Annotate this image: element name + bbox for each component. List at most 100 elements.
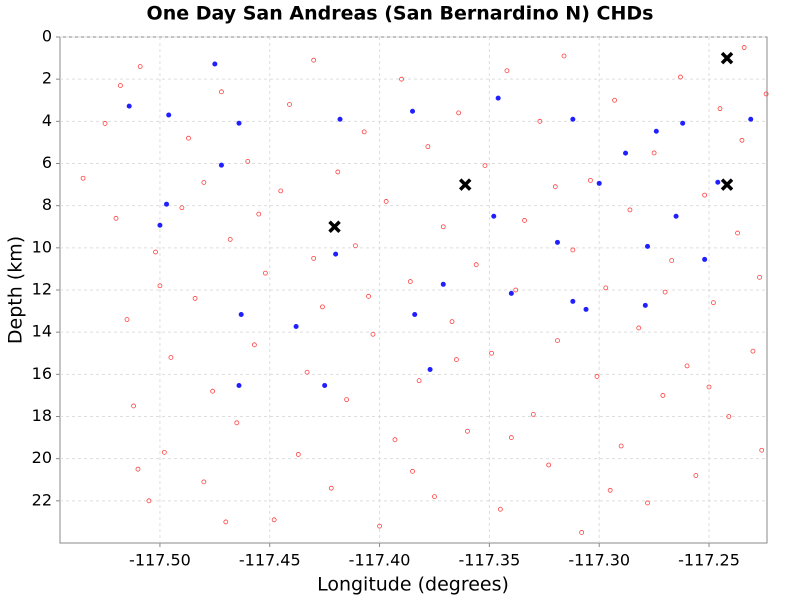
point [660, 393, 666, 398]
y-tick-label: 20 [32, 448, 52, 467]
point [192, 296, 198, 301]
point [425, 144, 431, 150]
point [153, 249, 158, 255]
point [168, 355, 174, 360]
point [427, 366, 433, 372]
point [311, 57, 317, 63]
y-tick-label: 14 [32, 322, 52, 341]
point [271, 517, 277, 523]
x-tick-label: -117.50 [129, 551, 191, 570]
y-tick-label: 22 [32, 490, 52, 509]
point [328, 485, 334, 491]
point [726, 414, 732, 419]
x-axis-label: Longitude (degrees) [317, 574, 509, 596]
point [555, 338, 560, 344]
point [186, 135, 191, 141]
point [508, 435, 514, 440]
point [715, 179, 721, 185]
y-tick-label: 16 [32, 364, 52, 383]
point [669, 258, 675, 263]
event-marker [328, 220, 341, 233]
point [530, 411, 536, 417]
y-axis-label: Depth (km) [5, 236, 27, 344]
point [618, 443, 624, 449]
point [410, 108, 416, 114]
point [212, 61, 218, 67]
point [662, 289, 668, 295]
point [651, 150, 657, 156]
point [750, 348, 756, 354]
point [157, 222, 163, 228]
point [227, 236, 233, 242]
point [161, 449, 167, 455]
point [702, 256, 708, 262]
point [416, 378, 422, 384]
point [757, 274, 762, 280]
point [361, 129, 367, 135]
point [596, 180, 602, 186]
point [353, 243, 358, 249]
point [278, 188, 284, 194]
y-tick-label: 8 [42, 195, 52, 214]
point [146, 498, 152, 504]
point [449, 319, 455, 325]
point [763, 91, 769, 97]
point [234, 420, 240, 426]
y-tick-label: 0 [42, 27, 52, 46]
point [124, 317, 130, 322]
point [627, 207, 633, 213]
point [164, 201, 170, 207]
point [287, 102, 292, 107]
point [537, 118, 543, 124]
point [117, 83, 123, 88]
x-tick-label: -117.30 [568, 551, 630, 570]
point [645, 243, 651, 249]
point [588, 177, 593, 183]
point [693, 473, 699, 478]
point [293, 323, 299, 329]
point [311, 255, 317, 261]
x-tick-label: -117.40 [349, 551, 411, 570]
point [407, 279, 413, 284]
point [295, 452, 301, 457]
point [678, 74, 683, 80]
point [489, 350, 494, 356]
y-tick-label: 12 [32, 280, 52, 299]
point [522, 218, 527, 223]
point [440, 224, 446, 230]
point [251, 342, 257, 348]
point [673, 213, 679, 219]
point [473, 262, 479, 268]
chart-title: One Day San Andreas (San Bernardino N) C… [147, 3, 654, 25]
point [653, 128, 659, 134]
point [504, 68, 510, 74]
point [432, 494, 437, 500]
point [706, 384, 712, 390]
point [570, 116, 576, 122]
point [219, 89, 224, 95]
point [680, 120, 686, 126]
point [201, 479, 207, 485]
point [410, 468, 415, 474]
point [223, 519, 229, 525]
point [623, 150, 629, 156]
point [513, 287, 519, 293]
point [126, 103, 132, 109]
point [583, 306, 589, 312]
point [210, 388, 216, 394]
point [482, 163, 488, 169]
point [412, 311, 418, 317]
point [603, 285, 609, 291]
point [392, 437, 398, 443]
point [497, 506, 503, 512]
point [135, 466, 141, 472]
point [748, 116, 754, 122]
point [594, 374, 600, 379]
point [335, 169, 341, 175]
point [546, 462, 552, 468]
point [262, 270, 268, 276]
event-marker [458, 178, 472, 191]
point [383, 199, 389, 204]
